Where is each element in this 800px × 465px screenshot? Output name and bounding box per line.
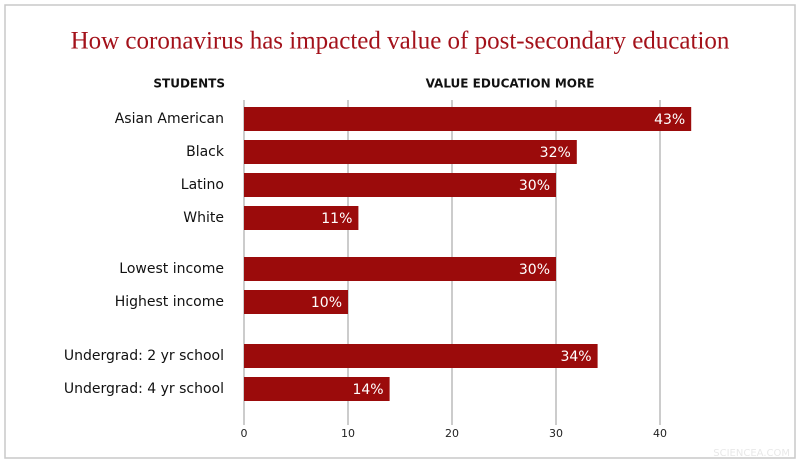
category-label: Undergrad: 4 yr school — [64, 381, 224, 397]
category-label: Black — [186, 144, 225, 160]
category-label: Highest income — [115, 294, 224, 310]
chart-title: How coronavirus has impacted value of po… — [71, 28, 730, 55]
value-header: VALUE EDUCATION MORE — [426, 77, 595, 91]
bar — [244, 173, 556, 197]
category-label: Undergrad: 2 yr school — [64, 348, 224, 364]
x-tick-label: 10 — [341, 427, 355, 440]
value-label: 10% — [311, 295, 342, 311]
x-tick-label: 40 — [653, 427, 667, 440]
bar — [244, 107, 692, 131]
category-label: White — [183, 210, 224, 226]
bar — [244, 377, 390, 401]
value-label: 14% — [352, 382, 383, 398]
value-label: 30% — [519, 262, 550, 278]
x-tick-label: 0 — [241, 427, 248, 440]
value-label: 34% — [560, 349, 591, 365]
bar — [244, 290, 348, 314]
category-header: STUDENTS — [153, 77, 225, 91]
category-label: Latino — [181, 177, 224, 193]
bar — [244, 257, 556, 281]
x-tick-label: 20 — [445, 427, 459, 440]
x-tick-label: 30 — [549, 427, 563, 440]
value-label: 43% — [654, 112, 685, 128]
value-label: 32% — [540, 145, 571, 161]
value-label: 30% — [519, 178, 550, 194]
bar — [244, 344, 598, 368]
category-label: Asian American — [115, 111, 224, 127]
frame — [4, 4, 796, 459]
value-label: 11% — [321, 211, 352, 227]
bar — [244, 206, 359, 230]
bar — [244, 140, 577, 164]
category-label: Lowest income — [119, 261, 224, 277]
watermark: SCIENCEA.COM — [713, 448, 790, 459]
